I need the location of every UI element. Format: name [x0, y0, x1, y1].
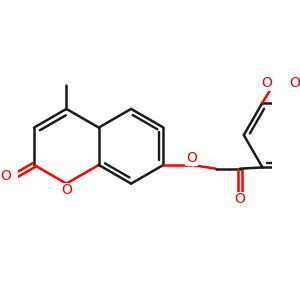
Text: O: O [61, 183, 72, 197]
Text: O: O [235, 192, 245, 206]
Text: O: O [186, 151, 197, 165]
Text: O: O [0, 169, 11, 183]
Text: O: O [262, 76, 273, 90]
Text: O: O [290, 76, 300, 90]
